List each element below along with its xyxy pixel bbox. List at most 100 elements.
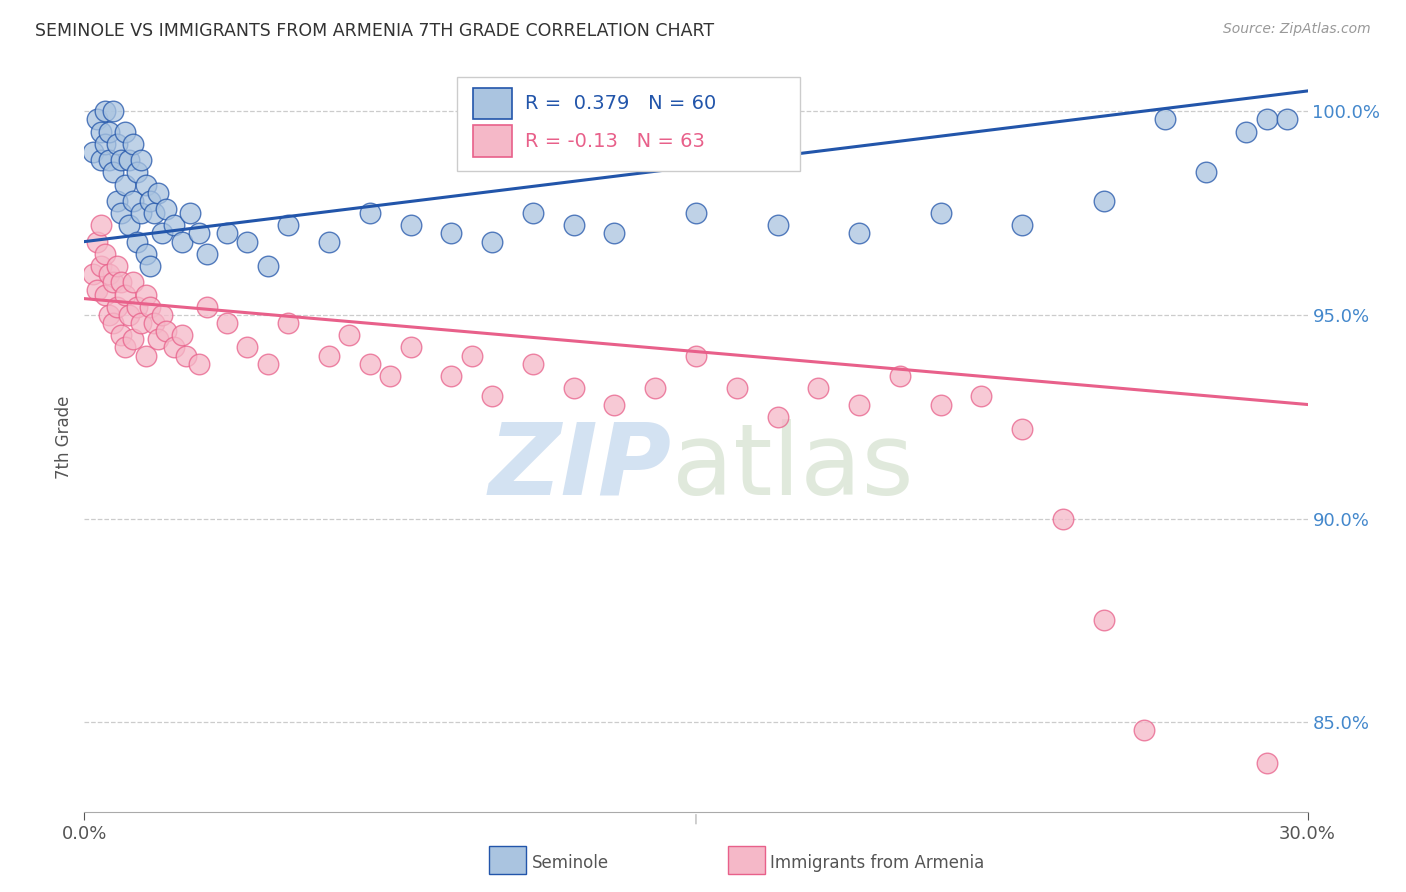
Point [179,206,201,220]
Point [187,227,209,241]
Point [135,287,157,301]
Point [101,276,124,290]
Point [339,328,361,343]
Point [131,206,153,220]
Point [236,235,259,249]
Point [725,381,748,395]
Point [217,316,239,330]
Point [1052,511,1074,525]
Point [562,381,585,395]
Point [82,267,104,281]
Point [359,357,381,371]
Point [93,104,115,119]
Point [82,145,104,159]
Point [150,308,173,322]
Point [101,316,124,330]
Point [685,206,707,220]
Point [114,178,136,192]
Point [97,125,120,139]
Point [848,227,870,241]
Text: Seminole: Seminole [531,854,609,871]
Point [118,308,141,322]
FancyBboxPatch shape [474,126,513,157]
Point [118,153,141,168]
Point [766,409,789,424]
Point [105,300,128,314]
Text: R = -0.13   N = 63: R = -0.13 N = 63 [524,132,704,151]
Point [122,276,145,290]
Point [440,227,463,241]
Point [461,349,484,363]
Point [131,316,153,330]
Point [114,125,136,139]
Point [1154,112,1177,127]
Point [97,308,120,322]
Point [1092,194,1115,208]
Point [318,235,340,249]
Point [481,235,503,249]
Point [90,219,112,233]
Point [257,357,280,371]
Point [522,357,544,371]
Point [90,259,112,273]
Point [172,328,194,343]
Point [889,369,911,384]
Point [257,259,280,273]
Point [1256,112,1278,127]
Point [150,227,173,241]
Point [142,206,165,220]
Point [163,219,186,233]
Point [105,259,128,273]
Point [93,136,115,151]
Point [146,332,169,346]
Point [970,389,993,403]
Point [86,235,108,249]
Point [86,284,108,298]
Point [118,219,141,233]
Point [929,206,952,220]
Point [399,341,422,355]
Point [1011,219,1033,233]
Point [359,206,381,220]
Point [380,369,402,384]
FancyBboxPatch shape [457,78,800,171]
Point [481,389,503,403]
Point [135,349,157,363]
Point [236,341,259,355]
Point [97,267,120,281]
Point [195,247,218,261]
Point [135,178,157,192]
Point [93,287,115,301]
Point [1011,422,1033,436]
Point [110,276,132,290]
Point [318,349,340,363]
Point [155,324,177,338]
Point [105,136,128,151]
Point [127,235,149,249]
Point [101,104,124,119]
Point [685,349,707,363]
Point [766,219,789,233]
Point [1236,125,1258,139]
Point [172,235,194,249]
Point [122,136,145,151]
Point [174,349,197,363]
Point [131,153,153,168]
Point [93,247,115,261]
Point [1133,723,1156,738]
Text: Immigrants from Armenia: Immigrants from Armenia [770,854,984,871]
Point [1277,112,1299,127]
Point [101,165,124,179]
Point [644,381,666,395]
Point [929,397,952,411]
Point [105,194,128,208]
Point [90,153,112,168]
Point [603,397,626,411]
Point [90,125,112,139]
Point [122,332,145,346]
Point [135,247,157,261]
Y-axis label: 7th Grade: 7th Grade [55,395,73,479]
Point [127,165,149,179]
Point [138,259,160,273]
Point [1092,613,1115,627]
